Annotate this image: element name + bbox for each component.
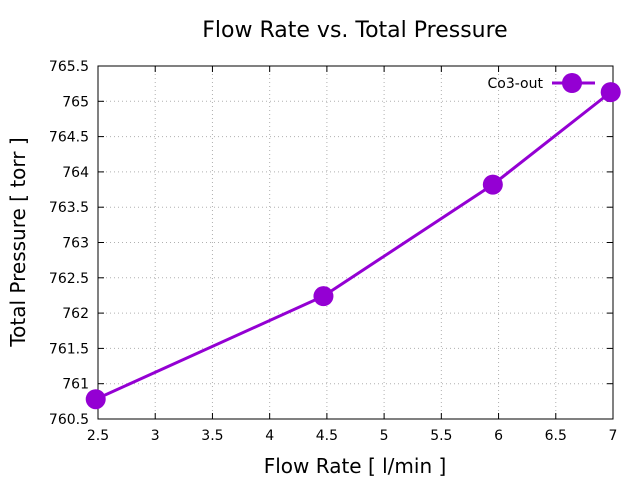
legend-marker: [562, 73, 582, 93]
x-tick-label: 3: [151, 428, 160, 444]
y-tick-label: 761.5: [49, 341, 89, 357]
y-tick-label: 763: [62, 236, 89, 252]
chart-title: Flow Rate vs. Total Pressure: [202, 18, 507, 43]
y-tick-label: 762: [62, 306, 89, 322]
y-axis-label: Total Pressure [ torr ]: [6, 137, 30, 347]
x-tick-label: 4.5: [316, 428, 338, 444]
y-tick-label: 764: [62, 165, 89, 181]
legend: Co3-out: [488, 73, 595, 93]
y-tick-label: 762.5: [49, 271, 89, 287]
axis-ticks: 2.5 3 3.5 4 4.5 5 5.5 6 6.5 7 760.5 761 761.5 762 762.…: [49, 59, 618, 444]
legend-label: Co3-out: [488, 76, 544, 92]
data-point: [313, 286, 334, 307]
x-tick-label: 2.5: [87, 428, 109, 444]
x-tick-label: 4: [265, 428, 274, 444]
y-tick-label: 765.5: [49, 59, 89, 75]
y-tick-label: 765: [62, 94, 89, 110]
y-tick-label: 764.5: [49, 130, 89, 146]
y-tick-label: 763.5: [49, 200, 89, 216]
data-point: [482, 174, 503, 195]
y-tick-label: 761: [62, 377, 89, 393]
x-axis-label: Flow Rate [ l/min ]: [264, 454, 447, 478]
data-series: [85, 82, 621, 410]
x-tick-label: 7: [609, 428, 618, 444]
x-tick-label: 3.5: [201, 428, 223, 444]
series-line: [95, 90, 612, 401]
x-tick-label: 6.5: [545, 428, 567, 444]
x-tick-label: 5.5: [430, 428, 452, 444]
data-point: [85, 389, 106, 410]
plot-area-frame: [97, 65, 614, 420]
grid: [98, 66, 613, 419]
data-point: [600, 82, 621, 103]
y-tick-label: 760.5: [49, 412, 89, 428]
x-tick-label: 6: [494, 428, 503, 444]
x-tick-label: 5: [380, 428, 389, 444]
